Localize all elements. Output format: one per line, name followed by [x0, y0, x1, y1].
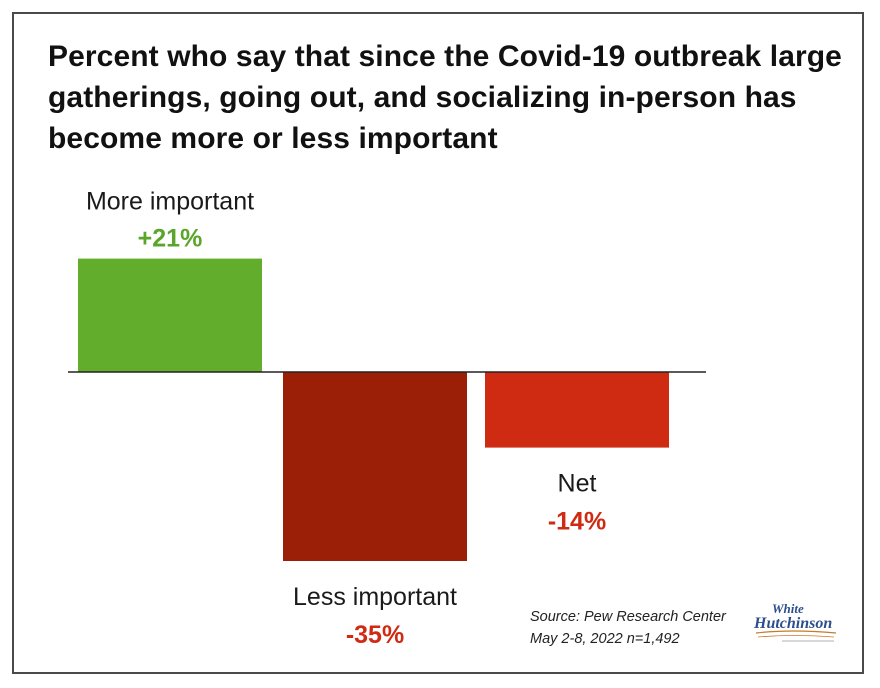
svg-text:Hutchinson: Hutchinson: [753, 615, 832, 632]
value-label-less-important: -35%: [346, 621, 404, 649]
chart-title: Percent who say that since the Covid-19 …: [48, 40, 842, 155]
bar-less-important: [283, 372, 467, 561]
source-line-2: May 2-8, 2022 n=1,492: [530, 631, 680, 647]
category-label-more-important: More important: [86, 188, 254, 216]
value-label-net: -14%: [548, 508, 606, 536]
category-label-less-important: Less important: [293, 583, 457, 611]
value-label-more-important: +21%: [138, 225, 203, 253]
bar-net: [485, 372, 669, 448]
svg-text:White: White: [772, 601, 804, 616]
source-line-1: Source: Pew Research Center: [530, 609, 726, 625]
category-label-net: Net: [558, 470, 597, 498]
source-note: Source: Pew Research Center May 2-8, 202…: [530, 606, 726, 650]
white-hutchinson-logo: White Hutchinson: [753, 601, 837, 642]
bar-more-important: [78, 258, 262, 372]
